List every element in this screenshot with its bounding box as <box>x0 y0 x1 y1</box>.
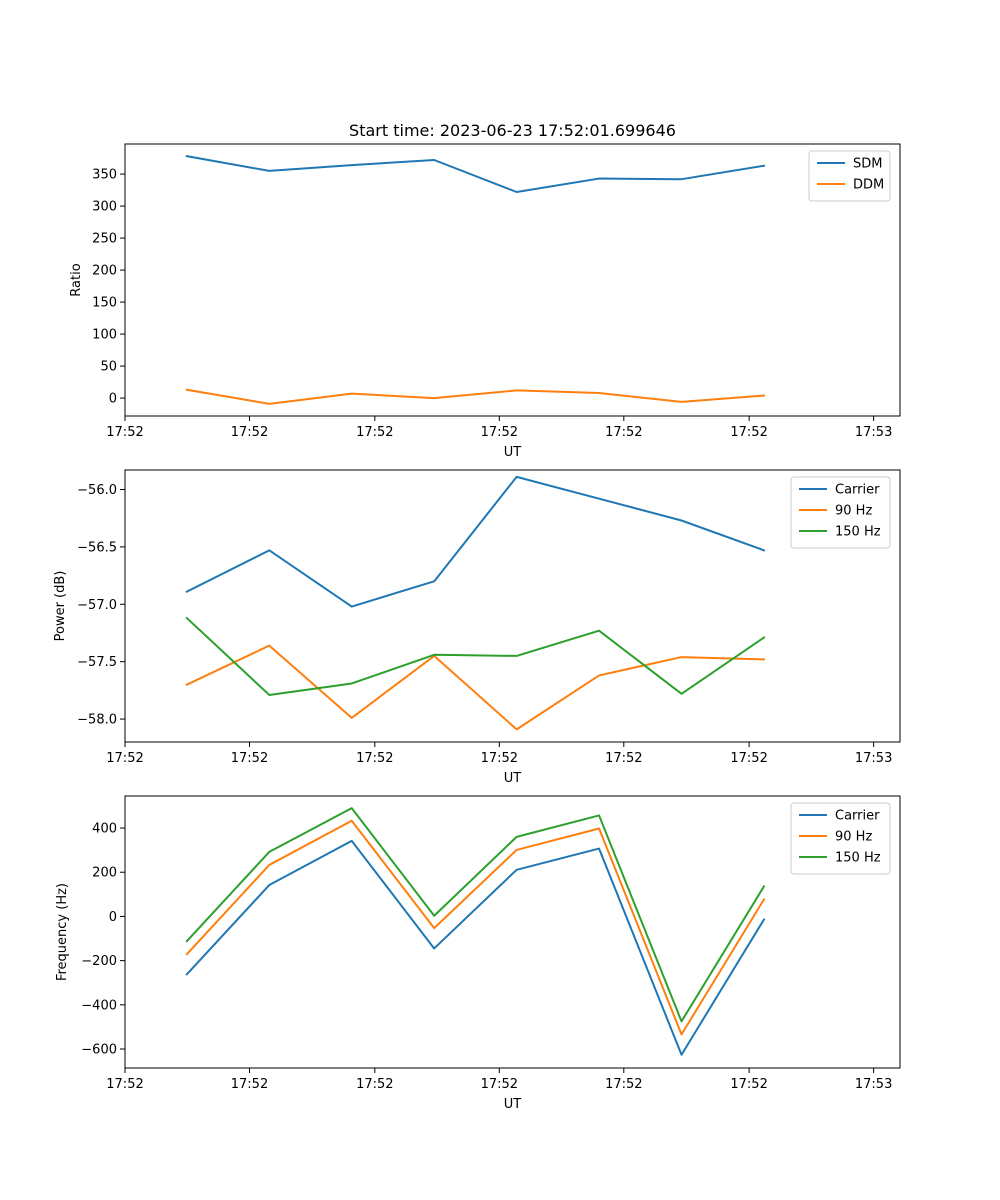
series-line-ddm <box>185 388 766 405</box>
y-tick-label: 0 <box>109 910 117 925</box>
legend: Carrier 90 Hz 150 Hz <box>790 476 891 549</box>
series-line-150-hz <box>185 807 766 1023</box>
y-tick-label: 200 <box>92 264 117 279</box>
y-tick-label: −200 <box>81 954 117 969</box>
x-tick-label: 17:52 <box>231 751 268 766</box>
subplot-3: 17:52 17:52 17:52 17:52 17:52 17:52 17:53 −600 −… <box>55 795 901 1112</box>
x-tick-label: 17:52 <box>605 751 642 766</box>
y-tick-label: 100 <box>92 328 117 343</box>
x-tick-label: 17:52 <box>605 1077 642 1092</box>
x-tick-label: 17:52 <box>356 751 393 766</box>
y-tick-label: 300 <box>92 200 117 215</box>
series-line-carrier <box>185 839 766 1056</box>
y-tick-label: −600 <box>81 1042 117 1057</box>
legend-label: 150 Hz <box>835 525 881 540</box>
x-tick-label: 17:52 <box>481 425 518 440</box>
y-tick-label: 200 <box>92 866 117 881</box>
subplot-2: 17:52 17:52 17:52 17:52 17:52 17:52 17:53 −58.0… <box>53 469 901 786</box>
y-tick-label: 400 <box>92 822 117 837</box>
legend: SDM DDM <box>808 150 891 202</box>
legend: Carrier 90 Hz 150 Hz <box>790 802 891 875</box>
x-tick-label: 17:52 <box>481 751 518 766</box>
x-axis-label: UT <box>504 1097 522 1112</box>
y-tick-label: −57.0 <box>77 598 117 613</box>
y-axis-label: Power (dB) <box>53 571 68 642</box>
y-axis-label: Ratio <box>69 263 84 296</box>
y-tick-label: 50 <box>100 360 117 375</box>
y-tick-label: 350 <box>92 168 117 183</box>
x-tick-label: 17:52 <box>730 425 767 440</box>
subplot-1: 17:52 17:52 17:52 17:52 17:52 17:52 17:53 0 50 10… <box>69 121 901 460</box>
y-tick-label: −56.0 <box>77 483 117 498</box>
x-tick-label: 17:53 <box>855 1077 892 1092</box>
series-line-90-hz <box>185 644 765 731</box>
y-tick-label: −58.0 <box>77 713 117 728</box>
x-tick-label: 17:52 <box>106 1077 143 1092</box>
legend-label: DDM <box>853 178 884 193</box>
x-tick-label: 17:52 <box>106 751 143 766</box>
axes-frame <box>124 795 901 1069</box>
y-tick-label: 150 <box>92 296 117 311</box>
legend-label: 90 Hz <box>835 504 872 519</box>
y-tick-label: 0 <box>109 392 117 407</box>
x-tick-label: 17:52 <box>605 425 642 440</box>
legend-label: 90 Hz <box>835 830 872 845</box>
legend-label: Carrier <box>835 483 880 498</box>
series-line-sdm <box>185 154 766 193</box>
legend-label: Carrier <box>835 809 880 824</box>
chart-title: Start time: 2023-06-23 17:52:01.699646 <box>349 121 676 140</box>
x-axis-label: UT <box>504 445 522 460</box>
series-line-150-hz <box>185 616 766 696</box>
y-tick-label: −56.5 <box>77 540 117 555</box>
y-axis-label: Frequency (Hz) <box>55 883 70 981</box>
y-tick-label: −57.5 <box>77 655 117 670</box>
x-tick-label: 17:52 <box>730 751 767 766</box>
x-tick-label: 17:53 <box>855 425 892 440</box>
legend-label: 150 Hz <box>835 851 881 866</box>
axes-frame <box>124 143 901 417</box>
x-tick-label: 17:52 <box>356 1077 393 1092</box>
x-tick-label: 17:52 <box>231 1077 268 1092</box>
x-tick-label: 17:52 <box>356 425 393 440</box>
series-line-90-hz <box>185 819 766 1036</box>
legend-label: SDM <box>853 157 882 172</box>
x-tick-label: 17:53 <box>855 751 892 766</box>
x-tick-label: 17:52 <box>231 425 268 440</box>
y-tick-label: 250 <box>92 232 117 247</box>
series-line-carrier <box>185 475 766 608</box>
x-tick-label: 17:52 <box>730 1077 767 1092</box>
y-tick-label: −400 <box>81 998 117 1013</box>
x-tick-label: 17:52 <box>481 1077 518 1092</box>
axes-frame <box>124 469 901 743</box>
x-axis-label: UT <box>504 771 522 786</box>
x-tick-label: 17:52 <box>106 425 143 440</box>
